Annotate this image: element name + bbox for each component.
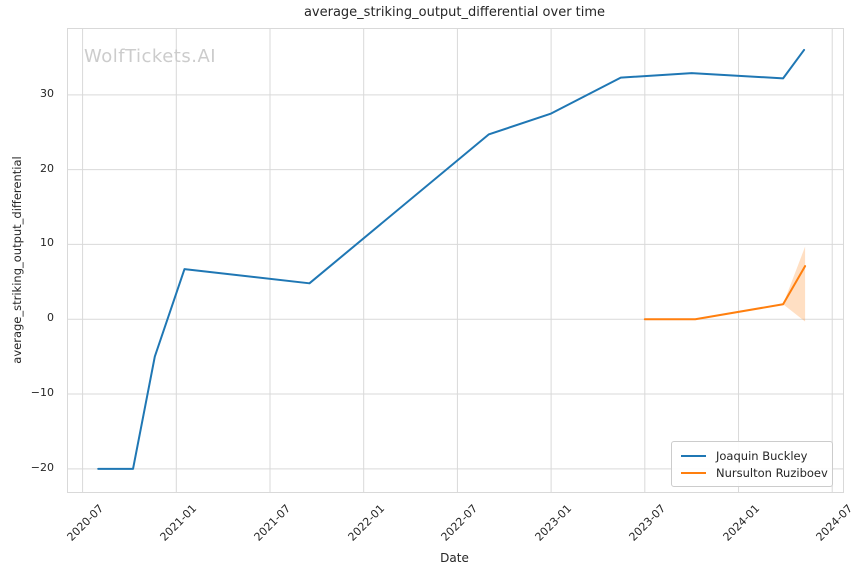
chart-canvas [68, 29, 843, 492]
y-tick-label: 10 [40, 236, 54, 250]
y-tick-label: −20 [30, 460, 54, 474]
watermark: WolfTickets.AI [84, 46, 217, 67]
legend-line-swatch [681, 454, 706, 457]
y-tick-label: 30 [40, 86, 54, 100]
legend-item: Joaquin Buckley [681, 447, 824, 464]
plot-area [67, 28, 844, 493]
legend-label: Nursulton Ruziboev [716, 465, 828, 480]
chart-title: average_striking_output_differential ove… [303, 5, 606, 20]
y-tick-label: 0 [47, 311, 54, 325]
y-axis-label: average_striking_output_differential [10, 156, 24, 364]
legend-line-swatch [681, 471, 706, 474]
x-axis-label: Date [440, 551, 469, 565]
legend-item: Nursulton Ruziboev [681, 464, 828, 481]
y-tick-label: 20 [40, 161, 54, 175]
legend: Joaquin Buckley Nursulton Ruziboev [671, 441, 833, 487]
y-tick-label: −10 [30, 386, 54, 399]
series-line-nursulton-ruziboev [643, 265, 807, 321]
series-line-joaquin-buckley [97, 48, 806, 470]
legend-label: Joaquin Buckley [716, 448, 808, 463]
